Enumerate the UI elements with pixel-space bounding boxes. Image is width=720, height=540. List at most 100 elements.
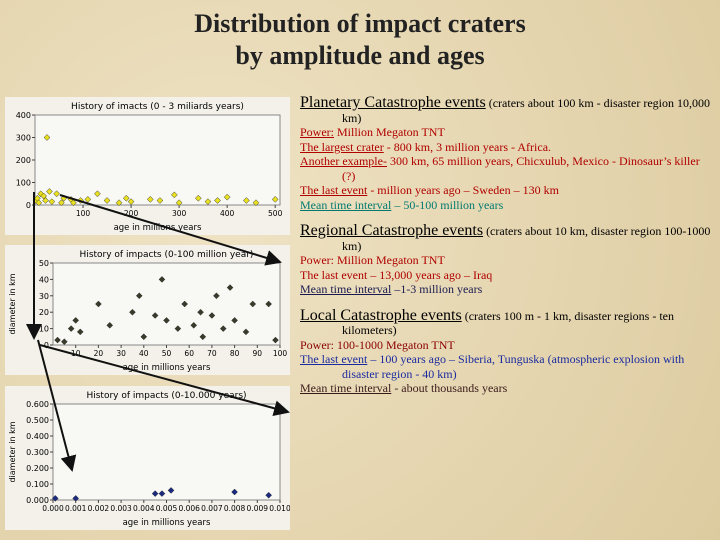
y-tick-label: 0.400 bbox=[26, 432, 49, 441]
data-point bbox=[58, 199, 65, 207]
fact-line: Power: Million Megaton TNT bbox=[300, 253, 715, 268]
chart: History of imacts (0 - 3 miliards years)… bbox=[16, 102, 283, 233]
data-point bbox=[35, 199, 43, 207]
chart: History of impacts (0-10.000 years) 0.000… bbox=[8, 391, 291, 528]
data-point bbox=[67, 325, 75, 332]
arrow bbox=[59, 194, 282, 266]
y-tick-label: 0.500 bbox=[26, 416, 49, 425]
x-tick-label: 300 bbox=[172, 209, 187, 218]
data-point bbox=[72, 317, 80, 324]
x-tick-label: 200 bbox=[124, 209, 139, 218]
fact-label: Mean time interval bbox=[300, 381, 392, 395]
section: Local Catastrophe events (craters 100 m … bbox=[300, 306, 715, 396]
fact-text: - 800 km, 3 million years - Africa. bbox=[386, 139, 552, 154]
x-axis-label: age in millions years bbox=[114, 223, 202, 233]
y-tick-label: 40 bbox=[39, 275, 49, 284]
data-point bbox=[60, 338, 68, 346]
y-tick-label: 300 bbox=[16, 134, 31, 143]
data-point bbox=[181, 300, 189, 308]
data-point bbox=[151, 490, 159, 497]
heading: Regional Catastrophe events bbox=[300, 222, 484, 239]
x-tick-label: 0.001 bbox=[65, 504, 87, 513]
fact-line: Mean time interval - about thousands yea… bbox=[300, 381, 715, 396]
fact-label: The last event bbox=[300, 183, 368, 197]
heading: Local Catastrophe events bbox=[300, 306, 462, 324]
x-tick-label: 400 bbox=[220, 209, 235, 218]
chart-panel: History of impacts (0-10.000 years) 0.000… bbox=[5, 386, 291, 530]
y-tick-label: 200 bbox=[16, 156, 31, 165]
fact-line: The last event – 100 years ago – Siberia… bbox=[300, 352, 715, 381]
data-point bbox=[231, 488, 238, 496]
x-tick-label: 0.008 bbox=[224, 504, 246, 513]
y-tick-label: 0.100 bbox=[26, 480, 49, 489]
chart-panel: History of imacts (0 - 3 miliards years)… bbox=[5, 97, 290, 235]
fact-label: Mean time interval bbox=[300, 282, 392, 296]
data-point bbox=[70, 199, 77, 207]
title-line: Distribution of impact craters bbox=[194, 9, 526, 38]
data-point bbox=[197, 308, 204, 316]
data-point bbox=[226, 284, 234, 291]
x-tick-label: 80 bbox=[230, 349, 240, 358]
y-axis-label: diameter in km bbox=[8, 421, 17, 482]
x-tick-label: 0.010 bbox=[269, 504, 290, 513]
data-point bbox=[76, 328, 84, 336]
data-point bbox=[95, 300, 102, 308]
x-tick-label: 40 bbox=[139, 349, 149, 358]
fact-text: Power: Million Megaton TNT bbox=[300, 253, 445, 267]
data-point bbox=[249, 300, 257, 308]
data-point bbox=[158, 276, 166, 283]
fact-line: The last event - million years ago – Swe… bbox=[300, 183, 715, 198]
data-point bbox=[156, 197, 164, 204]
x-tick-label: 70 bbox=[207, 349, 217, 358]
data-point bbox=[265, 491, 273, 499]
data-point bbox=[94, 190, 101, 198]
y-tick-label: 0.200 bbox=[26, 464, 49, 473]
data-point bbox=[265, 300, 273, 308]
data-point bbox=[219, 325, 227, 332]
data-point bbox=[51, 495, 59, 502]
x-tick-label: 100 bbox=[76, 209, 91, 218]
x-tick-label: 0.004 bbox=[133, 504, 155, 513]
data-point bbox=[199, 333, 207, 341]
data-point bbox=[42, 197, 49, 204]
data-point bbox=[175, 199, 183, 207]
section-heading: Planetary Catastrophe events (craters ab… bbox=[300, 95, 715, 125]
data-point bbox=[122, 194, 130, 202]
heading-note: (craters about 100 km - disaster region … bbox=[342, 96, 710, 125]
x-tick-label: 90 bbox=[253, 349, 263, 358]
y-tick-label: 0 bbox=[26, 201, 31, 210]
data-point bbox=[163, 317, 170, 324]
fact-line: Mean time interval –1-3 million years bbox=[300, 282, 715, 297]
text-column: Planetary Catastrophe events (craters ab… bbox=[300, 95, 715, 408]
x-tick-label: 0.007 bbox=[201, 504, 223, 513]
fact-text: Million Megaton TNT bbox=[337, 125, 445, 139]
section-heading: Regional Catastrophe events (craters abo… bbox=[300, 222, 715, 253]
data-point bbox=[115, 199, 123, 207]
y-tick-label: 20 bbox=[39, 308, 49, 317]
x-axis-label: age in millions years bbox=[123, 518, 211, 528]
data-point bbox=[231, 317, 238, 324]
fact-text: – 50-100 million years bbox=[394, 197, 504, 212]
x-tick-label: 0.005 bbox=[156, 504, 178, 513]
y-tick-label: 30 bbox=[39, 292, 49, 301]
y-tick-label: 50 bbox=[39, 259, 49, 268]
data-point bbox=[167, 487, 175, 494]
data-point bbox=[106, 321, 114, 329]
fact-line: Another example- 300 km, 65 million year… bbox=[300, 154, 715, 183]
data-point bbox=[170, 191, 178, 199]
data-point bbox=[158, 490, 166, 497]
fact-text: – 100 years ago – Siberia, Tunguska (atm… bbox=[342, 352, 685, 381]
y-tick-label: 0 bbox=[44, 341, 49, 350]
section: Regional Catastrophe events (craters abo… bbox=[300, 222, 715, 297]
fact-label: Mean time interval bbox=[300, 197, 392, 212]
data-point bbox=[151, 312, 159, 319]
chart-panel: History of impacts (0-100 million year) 0… bbox=[5, 245, 290, 375]
data-point bbox=[84, 196, 92, 203]
data-point bbox=[272, 336, 279, 344]
x-tick-label: 0.000 bbox=[42, 504, 64, 513]
data-point bbox=[242, 328, 250, 336]
x-tick-label: 0.003 bbox=[110, 504, 132, 513]
y-tick-label: 0.300 bbox=[26, 448, 49, 457]
